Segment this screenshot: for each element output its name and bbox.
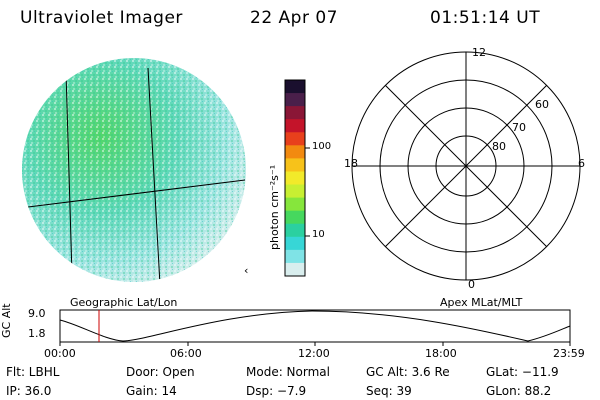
gc-alt-axis-label: GC Alt	[0, 303, 13, 338]
ip-value: IP: 36.0	[6, 384, 52, 398]
colorbar-swatch	[285, 171, 305, 186]
filter-value: Flt: LBHL	[6, 365, 60, 379]
time-tick-0000: 00:00	[44, 347, 76, 360]
colorbar-swatch	[285, 262, 305, 277]
polar-plot	[351, 51, 581, 281]
colorbar-swatch	[285, 223, 305, 238]
colorbar-tick-10: 10	[312, 229, 325, 240]
instrument-title: Ultraviolet Imager	[20, 8, 183, 28]
mode-status: Mode: Normal	[246, 365, 330, 379]
colorbar-unit-label: photon cm⁻²s⁻¹	[268, 164, 281, 250]
apex-grid-label: Apex MLat/MLT	[440, 296, 523, 309]
alt-tick-1-8: 1.8	[28, 327, 46, 340]
time-tick-1200: 12:00	[298, 347, 330, 360]
colorbar-swatch	[285, 236, 305, 251]
colorbar-swatch	[285, 119, 305, 133]
date-label: 22 Apr 07	[250, 8, 338, 28]
gain-value: Gain: 14	[126, 384, 177, 398]
gc-altitude-value: GC Alt: 3.6 Re	[366, 365, 450, 379]
uv-image	[22, 58, 246, 282]
image-edge-mark: ‹	[244, 264, 249, 277]
colorbar-swatch	[285, 249, 305, 264]
colorbar-swatch	[285, 158, 305, 172]
glon-value: GLon: 88.2	[486, 384, 552, 398]
altitude-plot	[59, 309, 571, 346]
colorbar-swatch	[285, 93, 305, 107]
colorbar-swatch	[285, 106, 305, 120]
alt-tick-9: 9.0	[28, 307, 46, 320]
mlat-60-label: 60	[535, 98, 549, 111]
mlt-0-label: 0	[468, 278, 475, 291]
colorbar-swatch	[285, 132, 305, 146]
glat-value: GLat: −11.9	[486, 365, 559, 379]
geo-grid-label: Geographic Lat/Lon	[70, 296, 178, 309]
mlt-6-label: 6	[578, 157, 585, 170]
dsp-value: Dsp: −7.9	[246, 384, 307, 398]
mlt-18-label: 18	[344, 157, 358, 170]
colorbar-swatch	[285, 210, 305, 225]
colorbar-swatch	[285, 184, 305, 199]
seq-value: Seq: 39	[366, 384, 412, 398]
time-tick-2359: 23:59	[553, 347, 585, 360]
colorbar-swatch	[285, 197, 305, 212]
mlat-70-label: 70	[512, 121, 526, 134]
mlt-12-label: 12	[472, 46, 486, 59]
colorbar	[284, 79, 310, 277]
mlat-80-label: 80	[492, 140, 506, 153]
colorbar-swatch	[285, 80, 305, 94]
time-tick-0600: 06:00	[170, 347, 202, 360]
colorbar-swatch	[285, 145, 305, 159]
time-tick-1800: 18:00	[425, 347, 457, 360]
geographic-grid	[22, 67, 246, 282]
colorbar-tick-100: 100	[312, 141, 332, 152]
door-status: Door: Open	[126, 365, 195, 379]
time-label: 01:51:14 UT	[430, 8, 541, 28]
